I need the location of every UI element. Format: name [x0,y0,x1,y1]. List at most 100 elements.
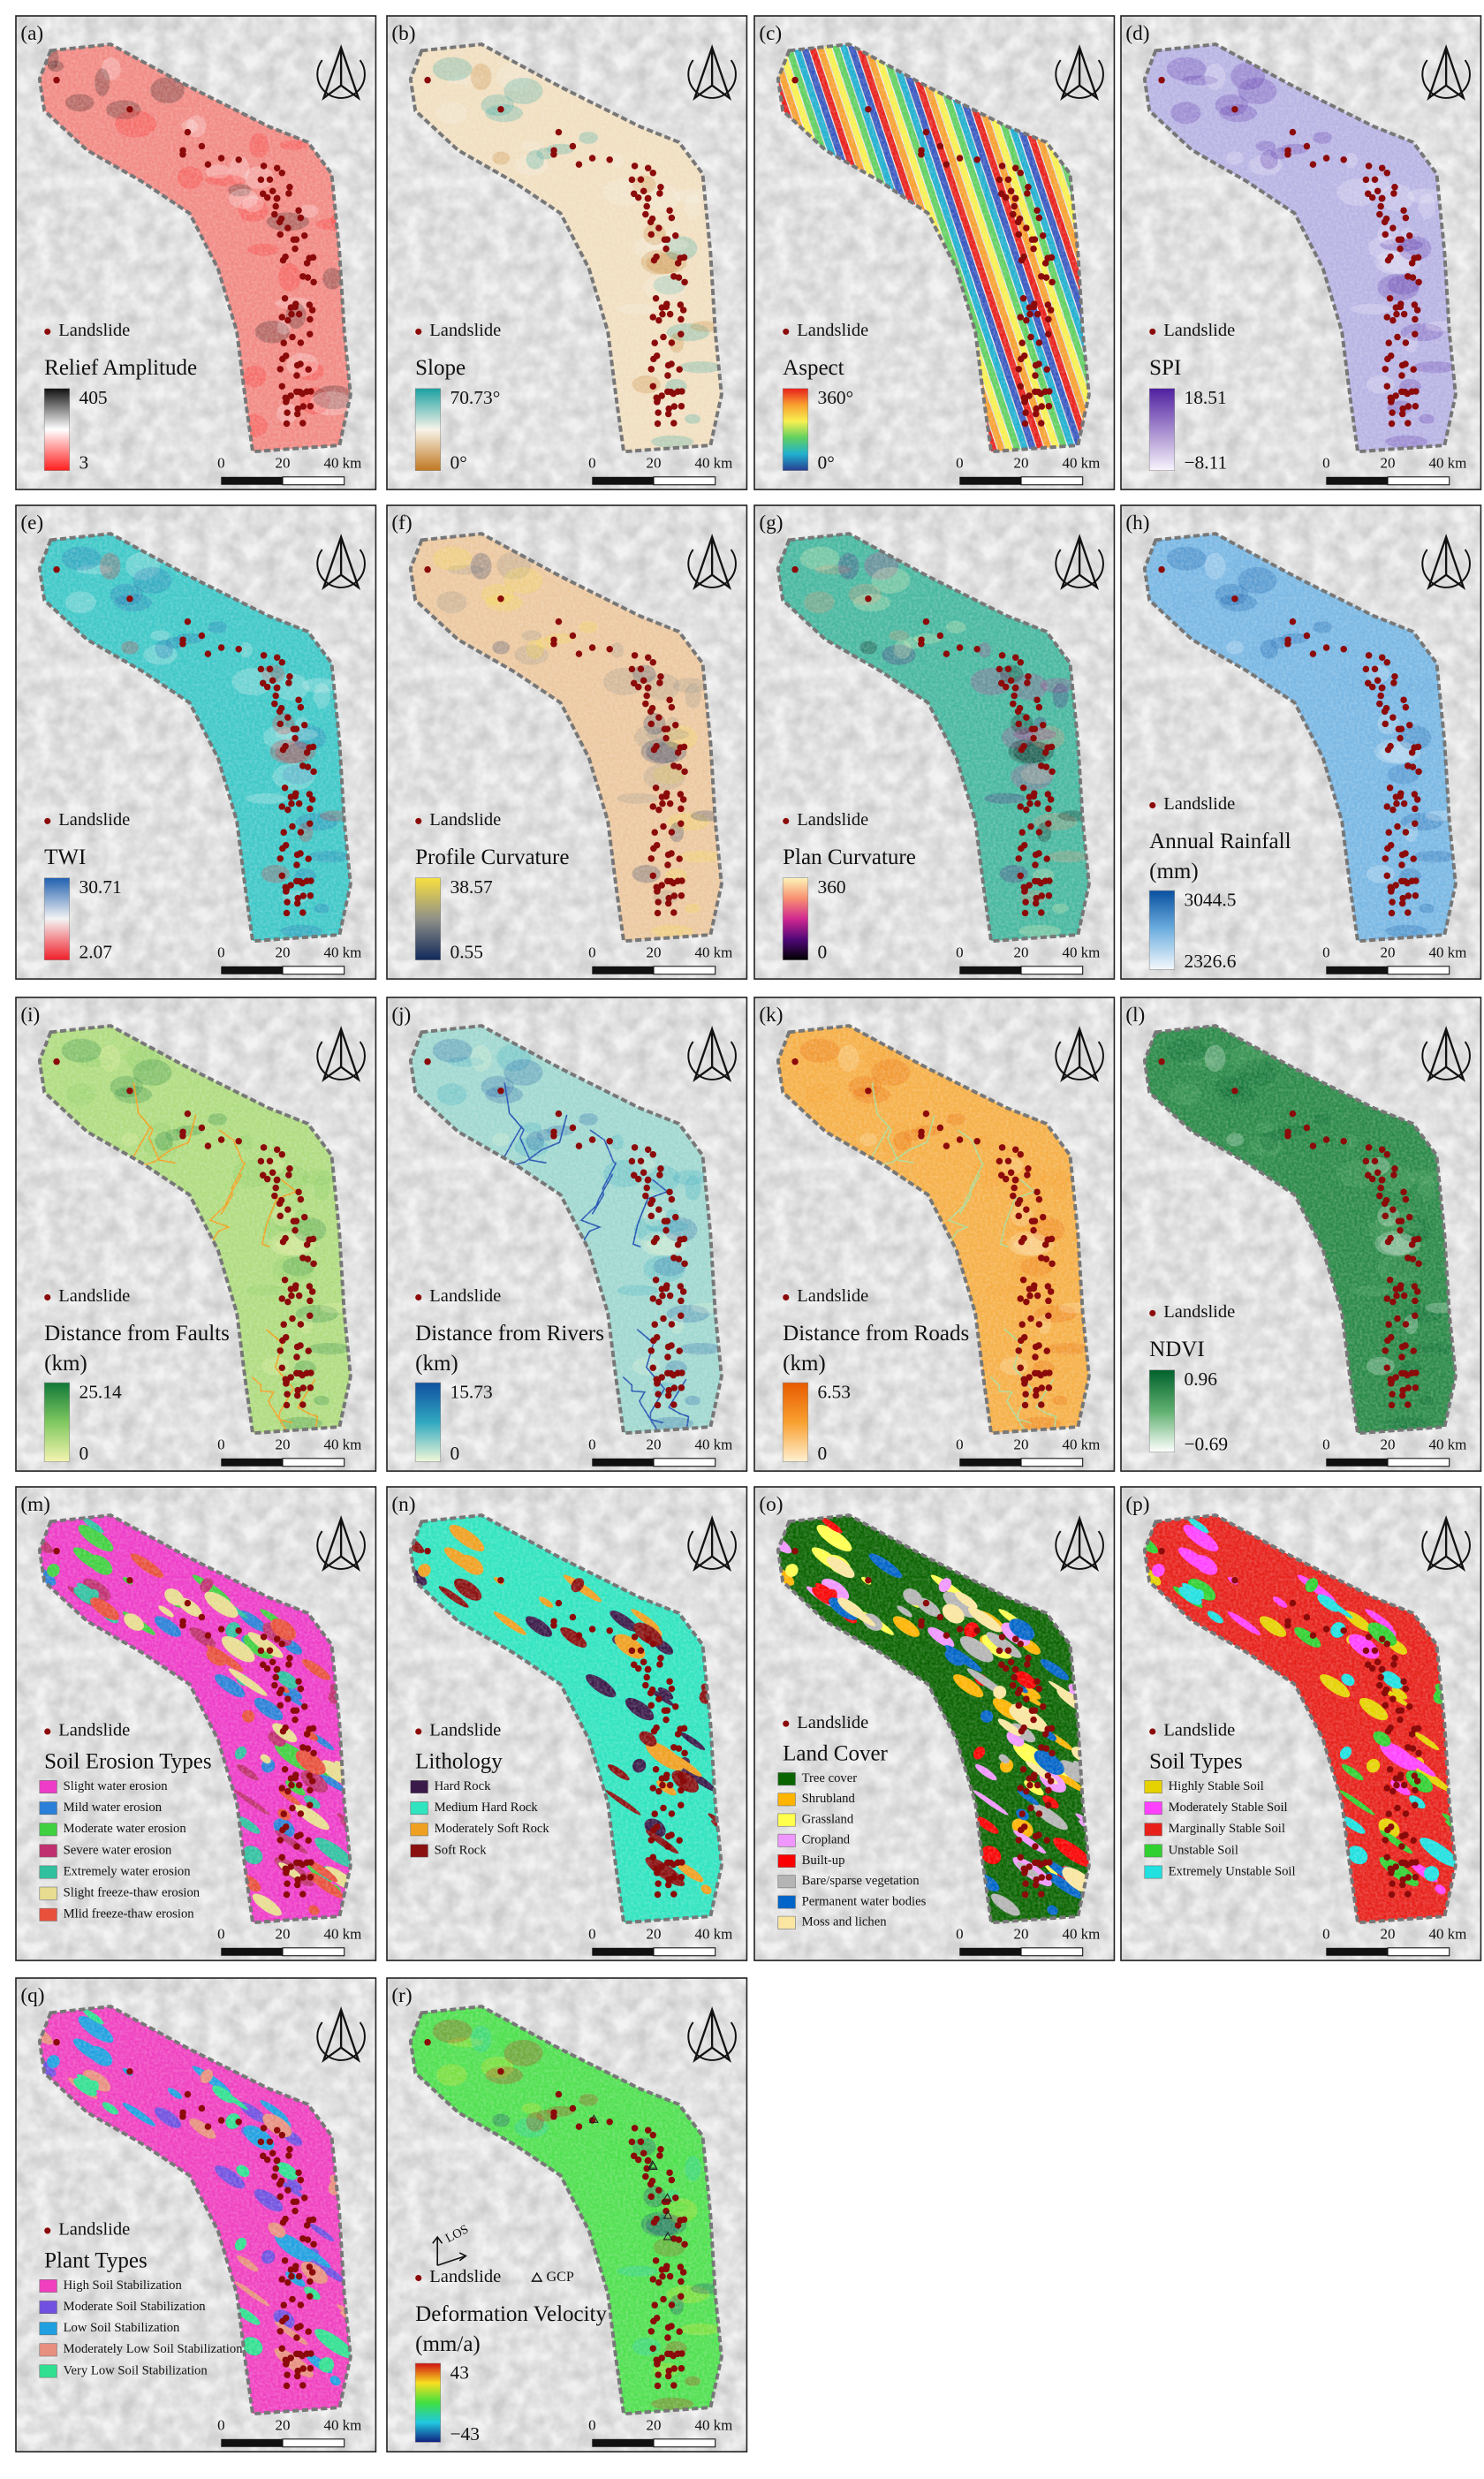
landslide-point [1033,1876,1040,1884]
landslide-point [1409,763,1417,770]
landslide-point [1397,300,1404,307]
landslide-point [1408,260,1416,267]
landslide-point [943,650,950,657]
landslide-point [1412,1312,1419,1320]
landslide-point [1398,877,1405,885]
landslide-point [1382,855,1389,862]
landslide-point [550,1622,557,1629]
landslide-point [1402,829,1410,836]
landslide-point [936,632,944,640]
landslide-point [1026,1374,1033,1381]
landslide-point [278,1785,286,1792]
landslide-point [681,2240,688,2248]
landslide-point [305,366,312,373]
legend-gcp-label: GCP [546,2270,573,2285]
landslide-point [588,155,596,162]
landslide-point [575,1632,583,1639]
north-arrow-ring [1421,1530,1471,1570]
landslide-point [1371,665,1379,672]
landslide-point [293,372,300,379]
landslide-point [1038,1401,1045,1408]
landslide-point [1364,190,1372,198]
landslide-point [665,1876,672,1884]
study-area-boundary [776,1513,1091,1925]
landslide-point [1049,278,1056,286]
landslide-point [550,2113,557,2120]
landslide-point [1038,892,1046,899]
legend-swatch [39,2279,57,2293]
scale-bar-label: 40 km [323,454,361,471]
legend-landslide-label: Landslide [797,1286,868,1306]
landslide-point [279,1238,287,1246]
landslide-point [659,2272,666,2280]
landslide-point [1392,392,1399,399]
landslide-point [1048,254,1056,262]
landslide-point [307,2293,314,2301]
gcp-point [662,2231,673,2240]
landslide-point [1018,746,1026,754]
landslide-point [997,1171,1005,1179]
landslide-point [279,2317,286,2325]
landslide-point [1018,829,1026,836]
landslide-point [281,294,289,302]
landslide-point [126,1087,133,1095]
landslide-point [278,1854,286,1861]
landslide-point [1389,316,1397,324]
north-arrow-ring [687,59,737,99]
landslide-point [299,1401,307,1408]
scale-bar-label: 20 [276,1925,291,1942]
scale-bar-white [653,1947,716,1957]
landslide-point [280,1810,287,1817]
landslide-point [235,1626,242,1634]
scale-bar-label: 0 [217,2416,224,2433]
landslide-point [307,1874,314,1881]
scale-bar-black [221,476,284,485]
landslide-point [651,1810,658,1817]
landslide-point [1038,273,1045,280]
landslide-point [664,877,671,885]
scale-bar-label: 20 [647,1436,662,1452]
landslide-point [1021,1401,1029,1409]
panel-label: (r) [391,1984,412,2007]
scale-bar-label: 20 [276,2416,291,2433]
landslide-point [1018,355,1025,363]
landslide-point [1386,294,1394,302]
landslide-point [1035,1195,1043,1203]
panel-label: (g) [759,512,783,534]
legend-title: Land Cover [783,1742,888,1766]
landslide-point [1023,1206,1030,1213]
landslide-point [1002,1664,1010,1672]
landslide-point [1041,388,1049,395]
study-area-boundary [408,1024,723,1436]
landslide-point [665,405,672,413]
landslide-point [652,294,660,302]
landslide-point [276,2193,284,2201]
landslide-point [1026,800,1034,807]
landslide-point [640,1169,647,1176]
landslide-point [285,679,292,686]
landslide-point [424,76,431,84]
landslide-point [283,2382,291,2390]
landslide-point [278,1295,286,1302]
legend-max-label: 0.96 [1184,1368,1217,1390]
scale-bar-black [959,1458,1022,1467]
landslide-point [305,1347,312,1354]
landslide-point [1017,1295,1025,1302]
legend-item-label: Tree cover [802,1771,858,1785]
landslide-point [663,2263,670,2270]
landslide-point [1387,1865,1395,1873]
legend-max-label: 15.73 [450,1381,492,1402]
landslide-point [1022,409,1029,416]
landslide-point [283,1891,291,1899]
landslide-point [678,1312,685,1320]
landslide-point [1389,409,1396,416]
landslide-point [671,721,679,729]
landslide-point [279,1337,286,1345]
landslide-point [662,2207,670,2215]
landslide-point [665,1386,672,1394]
landslide-point [288,1781,295,1789]
study-area-boundary [776,42,1091,454]
landslide-point [292,300,299,307]
